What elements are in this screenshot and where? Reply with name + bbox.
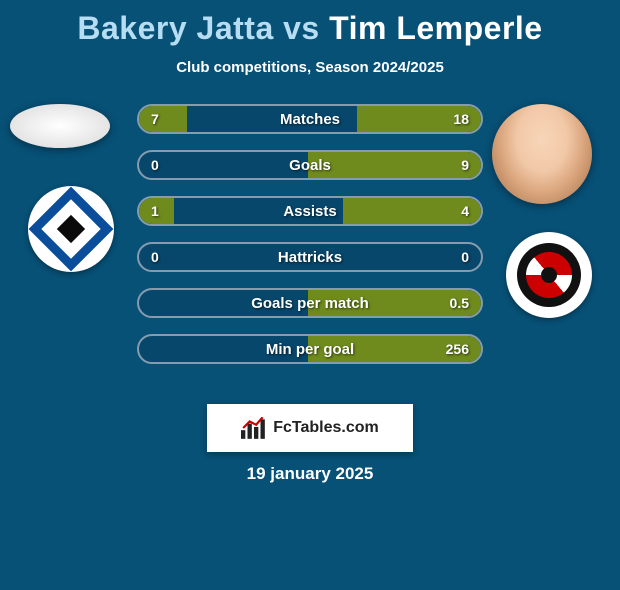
subtitle: Club competitions, Season 2024/2025 bbox=[0, 59, 620, 76]
player1-club-badge bbox=[28, 186, 114, 272]
stat-bars: 718Matches 09Goals 14Assists 00Hattricks 0.5… bbox=[137, 104, 483, 380]
player2-name: Tim Lemperle bbox=[329, 10, 542, 46]
stat-label: Assists bbox=[139, 198, 481, 224]
player1-name: Bakery Jatta bbox=[77, 10, 273, 46]
hsv-icon bbox=[29, 187, 114, 272]
vs-text: vs bbox=[283, 10, 320, 46]
stat-row: 14Assists bbox=[137, 196, 483, 226]
hurricanes-icon bbox=[517, 243, 581, 307]
chart-icon bbox=[241, 417, 267, 439]
stat-label: Matches bbox=[139, 106, 481, 132]
player2-photo bbox=[492, 104, 592, 204]
stat-row: 00Hattricks bbox=[137, 242, 483, 272]
page-title: Bakery Jatta vs Tim Lemperle bbox=[0, 10, 620, 47]
date-label: 19 january 2025 bbox=[0, 464, 620, 484]
stat-label: Hattricks bbox=[139, 244, 481, 270]
stat-row: 09Goals bbox=[137, 150, 483, 180]
stat-row: 0.5Goals per match bbox=[137, 288, 483, 318]
attribution-badge: FcTables.com bbox=[207, 404, 413, 452]
stat-row: 718Matches bbox=[137, 104, 483, 134]
player1-photo bbox=[10, 104, 110, 148]
stat-label: Goals per match bbox=[139, 290, 481, 316]
stat-label: Min per goal bbox=[139, 336, 481, 362]
stat-row: 256Min per goal bbox=[137, 334, 483, 364]
player2-club-badge bbox=[506, 232, 592, 318]
stat-label: Goals bbox=[139, 152, 481, 178]
attribution-text: FcTables.com bbox=[273, 419, 379, 437]
